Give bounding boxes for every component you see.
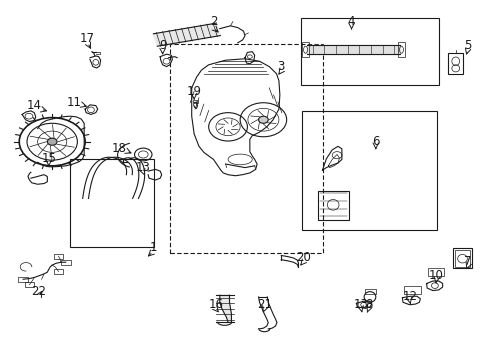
Bar (448, 53, 463, 74)
Text: 13: 13 (354, 298, 368, 311)
Bar (53, 254, 63, 259)
Ellipse shape (48, 138, 57, 145)
Bar (397, 42, 405, 57)
Text: 18: 18 (112, 141, 126, 154)
Bar (70, 159, 154, 247)
Text: 8: 8 (365, 298, 372, 311)
Bar (455, 250, 470, 267)
Polygon shape (153, 23, 220, 46)
Text: 20: 20 (295, 252, 311, 265)
Ellipse shape (259, 116, 268, 123)
Bar (24, 282, 34, 287)
Text: 9: 9 (159, 39, 167, 52)
Bar (301, 18, 439, 85)
Text: 13: 13 (136, 161, 151, 174)
Bar (365, 289, 376, 294)
Text: 10: 10 (429, 269, 444, 282)
Polygon shape (220, 295, 231, 323)
Bar (53, 269, 63, 274)
Bar (404, 286, 421, 294)
Bar (453, 248, 472, 268)
Text: 12: 12 (402, 290, 417, 303)
Text: 21: 21 (257, 298, 272, 311)
Bar (18, 277, 28, 282)
Text: 7: 7 (464, 255, 471, 268)
Bar (302, 111, 437, 230)
Text: 17: 17 (80, 32, 95, 45)
Bar (170, 44, 322, 253)
Text: 6: 6 (372, 135, 380, 148)
Text: 11: 11 (67, 95, 82, 108)
Text: 19: 19 (187, 85, 201, 98)
Text: 14: 14 (27, 99, 42, 112)
Bar (193, 100, 198, 103)
Text: 2: 2 (210, 15, 217, 28)
Text: 4: 4 (348, 15, 355, 28)
Text: 3: 3 (278, 60, 285, 73)
Bar (318, 191, 349, 220)
Text: 16: 16 (208, 298, 223, 311)
Polygon shape (307, 45, 400, 54)
Text: 5: 5 (464, 39, 471, 52)
Bar (61, 260, 71, 265)
Text: 15: 15 (41, 152, 56, 165)
Text: 22: 22 (32, 285, 47, 298)
Text: 1: 1 (149, 241, 157, 254)
Bar (302, 42, 309, 57)
Bar (428, 267, 443, 276)
